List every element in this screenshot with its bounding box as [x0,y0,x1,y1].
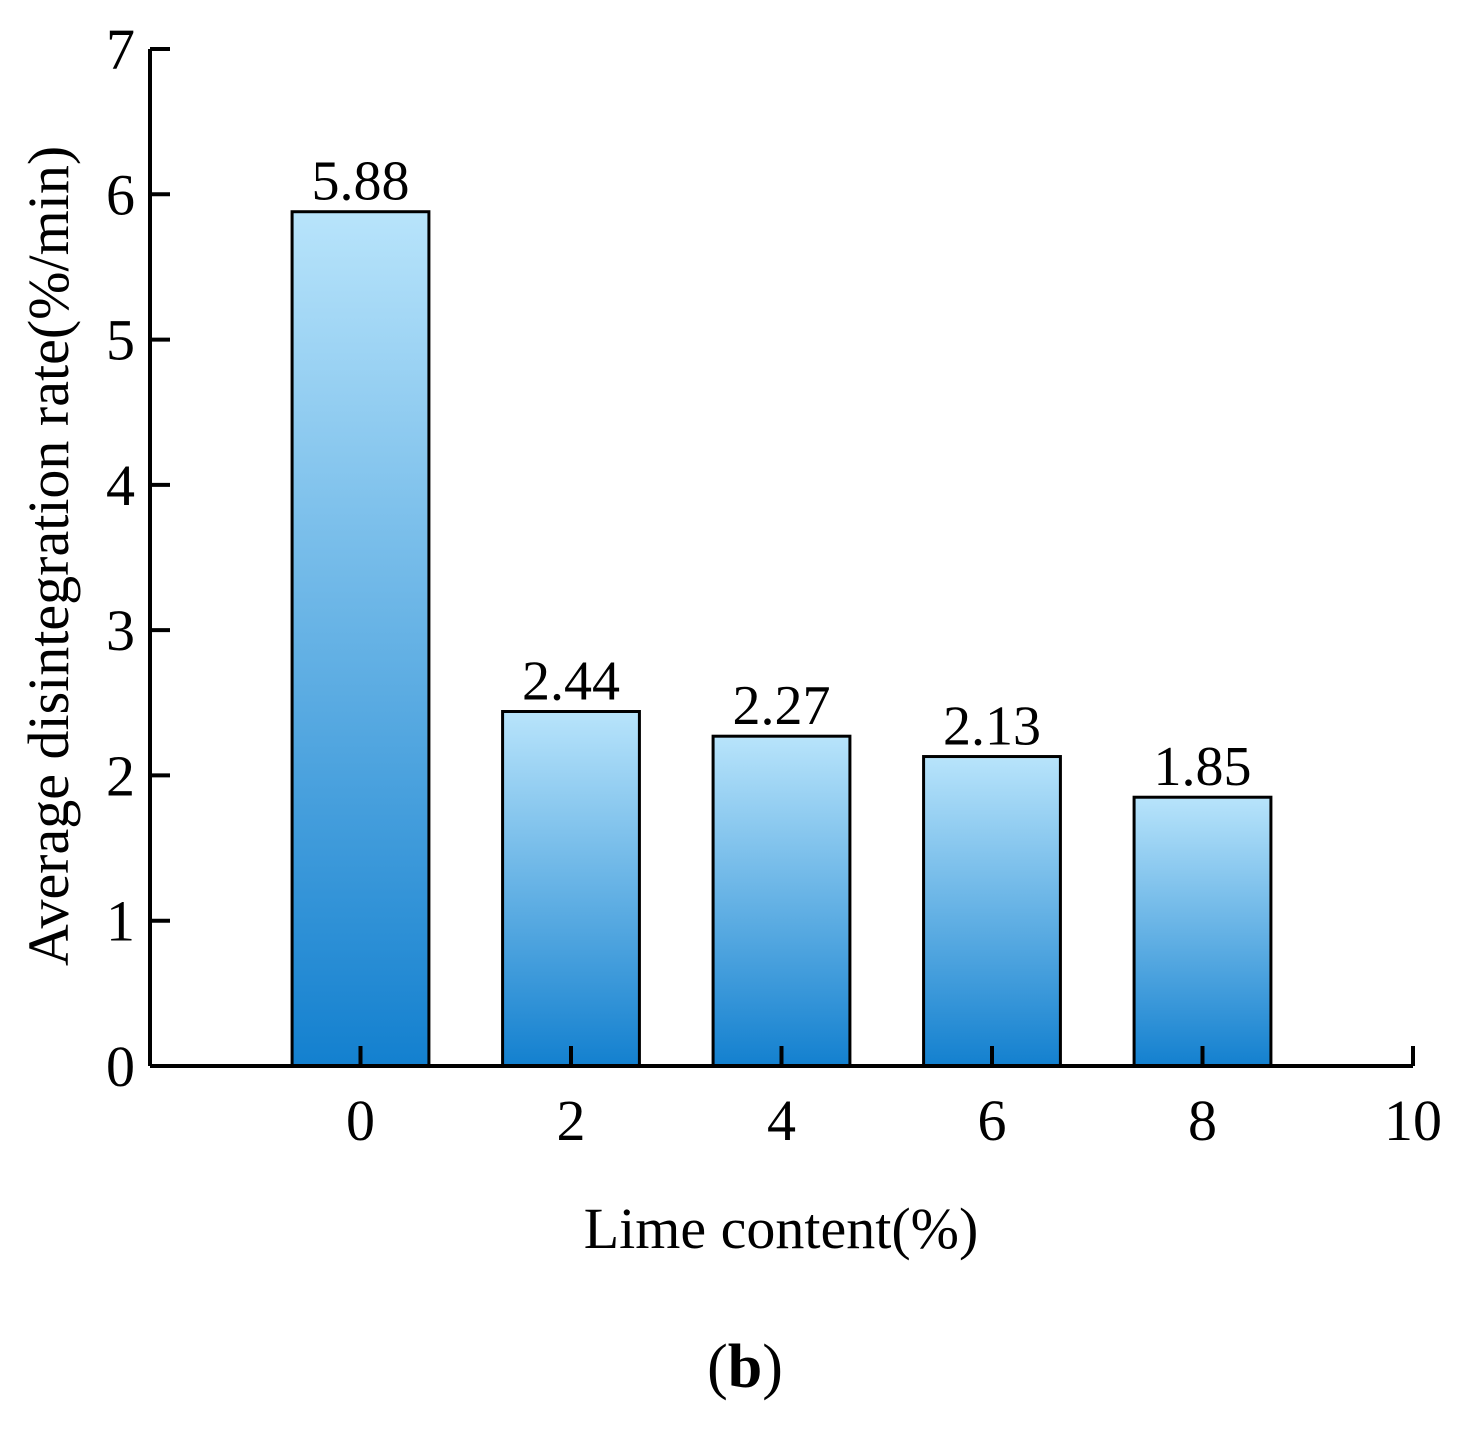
y-tick-label-3: 3 [106,598,135,663]
bar-0 [290,210,431,1068]
y-tick-label-6: 6 [106,162,135,227]
data-label-0: 5.88 [312,151,410,213]
y-tick-label-0: 0 [106,1034,135,1099]
bar-2 [501,710,641,1068]
panel-label-open-paren: ( [707,1333,728,1401]
bar-6 [922,755,1062,1068]
x-tick-label-10: 10 [1384,1088,1442,1153]
data-label-6: 2.13 [943,696,1041,758]
y-tick-label-7: 7 [106,17,135,82]
x-tick-label-8: 8 [1188,1088,1217,1153]
x-axis-title: Lime content(%) [584,1196,979,1261]
x-tick-label-0: 0 [346,1088,375,1153]
data-labels: 5.88 2.44 2.27 2.13 1.85 [312,151,1252,799]
x-tick-label-4: 4 [767,1088,796,1153]
bar-8 [1132,795,1273,1068]
x-tick-label-2: 2 [557,1088,586,1153]
panel-label-letter: b [728,1333,762,1401]
data-label-8: 1.85 [1154,736,1252,798]
y-tick-label-4: 4 [106,453,135,518]
x-tick-label-6: 6 [978,1088,1007,1153]
panel-label-close-paren: ) [762,1333,783,1401]
y-tick-label-5: 5 [106,308,135,373]
panel-label: (b) [707,1333,783,1401]
y-tick-label-2: 2 [106,743,135,808]
bars [290,210,1273,1068]
y-tick-label-1: 1 [106,889,135,954]
bar-4 [711,734,852,1068]
data-label-4: 2.27 [733,675,831,737]
y-axis-title: Average disintegration rate(%/min) [16,146,81,966]
axes: 0 1 2 3 4 5 6 7 0 2 4 6 8 10 [106,17,1442,1153]
data-label-2: 2.44 [522,651,620,713]
